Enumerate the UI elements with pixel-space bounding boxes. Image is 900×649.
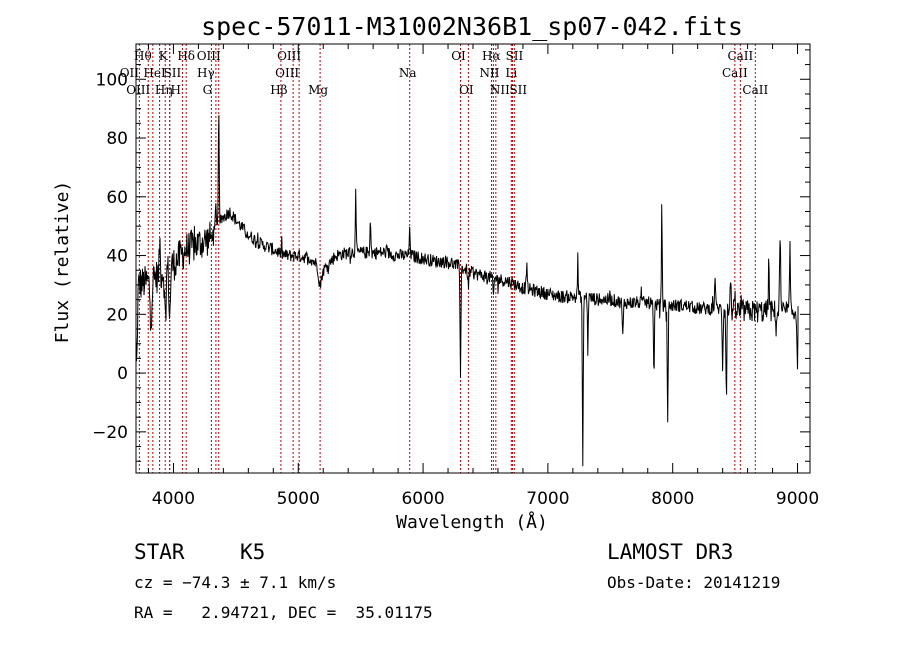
line-marker-label-4: K <box>159 49 169 63</box>
x-tick-label-1: 5000 <box>277 489 320 509</box>
line-marker-label-9: G <box>203 83 213 97</box>
spectrum-line <box>135 115 799 467</box>
line-marker-label-13: OIII <box>275 66 299 80</box>
line-marker-label-21: NII <box>490 83 510 97</box>
line-marker-group: OII OIII Hθ HeI K HηH SII Hδ G Hγ OIII Hβ OIII OIII Mg… <box>120 44 768 473</box>
line-marker-label-26: CaII <box>727 49 753 63</box>
line-marker-label-15: Mg <box>308 83 328 97</box>
line-marker-label-11: OIII <box>197 49 221 63</box>
tick-group: 4000 5000 6000 7000 8000 9000 −20 0 20 40 60 80 100 <box>92 44 819 509</box>
survey-name: LAMOST DR3 <box>607 540 734 564</box>
line-marker-label-14: OIII <box>277 49 301 63</box>
y-tick-label-1: 0 <box>117 364 128 384</box>
x-tick-label-0: 4000 <box>152 489 195 509</box>
x-tick-label-3: 7000 <box>526 489 569 509</box>
y-tick-label-6: 100 <box>96 70 128 90</box>
y-tick-label-3: 40 <box>106 247 128 267</box>
line-marker-label-24: SII <box>509 83 527 97</box>
y-tick-label-0: −20 <box>92 423 128 443</box>
subclass: K5 <box>240 540 266 564</box>
axes-frame <box>135 43 811 474</box>
line-marker-label-1: OIII <box>126 83 150 97</box>
coordinates: RA = 2.94721, DEC = 35.01175 <box>134 603 433 622</box>
y-axis-label: Flux (relative) <box>52 181 73 344</box>
y-tick-label-2: 20 <box>106 305 128 325</box>
line-marker-label-5: Hη <box>155 83 173 97</box>
line-marker-label-19: NII <box>479 66 499 80</box>
line-marker-label-17: OI <box>451 49 466 63</box>
chart-title: spec-57011-M31002N36B1_sp07-042.fits <box>201 12 743 41</box>
line-marker-label-12: Hβ <box>270 83 287 97</box>
line-marker-label-3: HeI <box>143 66 166 80</box>
line-marker-label-25: CaII <box>722 66 748 80</box>
line-marker-label-16: Na <box>399 66 417 80</box>
x-tick-label-4: 8000 <box>651 489 694 509</box>
line-marker-label-10: Hγ <box>197 66 215 80</box>
line-marker-label-22: Li <box>505 66 517 80</box>
object-type: STAR <box>134 540 185 564</box>
line-marker-label-7: SII <box>164 66 182 80</box>
line-marker-label-6: H <box>170 83 180 97</box>
line-marker-label-0: OII <box>120 66 140 80</box>
redshift-cz: cz = −74.3 ± 7.1 km/s <box>134 573 337 592</box>
obs-date: Obs-Date: 20141219 <box>607 573 781 592</box>
y-tick-label-4: 60 <box>106 188 128 208</box>
x-axis-label: Wavelength (Å) <box>396 511 548 533</box>
line-marker-label-2: Hθ <box>134 49 152 63</box>
line-marker-label-27: CaII <box>742 83 768 97</box>
y-tick-label-5: 80 <box>106 129 128 149</box>
x-tick-label-5: 9000 <box>776 489 819 509</box>
line-marker-label-8: Hδ <box>177 49 195 63</box>
line-marker-label-18: OI <box>459 83 474 97</box>
line-marker-label-20: Hα <box>482 49 501 63</box>
x-tick-label-2: 6000 <box>401 489 444 509</box>
